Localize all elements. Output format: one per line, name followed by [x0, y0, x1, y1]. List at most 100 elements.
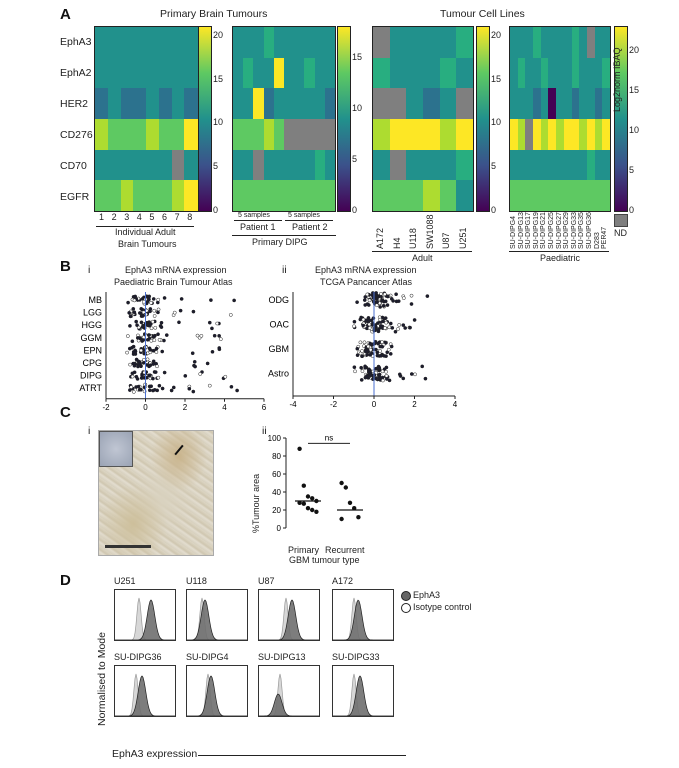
- heatmap-cell: [556, 149, 565, 181]
- data-point: [157, 337, 162, 342]
- panel-b-letter: B: [60, 258, 71, 275]
- heatmap-cell: [107, 180, 121, 212]
- panel-b-i-title-1: EphA3 mRNA expression: [125, 265, 227, 275]
- heatmap-cell: [304, 119, 316, 151]
- adult-tumour-number: 3: [124, 212, 130, 222]
- heatmap-cell: [533, 88, 542, 120]
- data-point: [132, 310, 137, 315]
- heatmap-cell: [571, 88, 580, 120]
- heatmap-cell: [120, 88, 134, 120]
- data-point: [374, 347, 378, 352]
- heatmap-cell: [439, 27, 457, 59]
- data-point: [352, 365, 357, 370]
- heatmap-cell: [304, 88, 316, 120]
- colorbar-tick: 5: [491, 161, 497, 172]
- data-point: [191, 389, 196, 394]
- adult-bracket: [96, 226, 194, 227]
- heatmap-cell: [571, 149, 580, 181]
- heatmap-cell: [548, 88, 557, 120]
- data-point: [305, 506, 311, 511]
- data-point: [156, 297, 161, 302]
- heatmap-cell: [273, 57, 285, 89]
- heatmap-cell: [533, 57, 542, 89]
- data-point: [359, 378, 364, 382]
- data-point: [156, 375, 161, 380]
- legend-isotype-swatch: [401, 603, 411, 613]
- patient2-samples: 5 samples: [288, 212, 320, 219]
- heatmap-cell: [233, 88, 244, 120]
- heatmap-cell: [533, 27, 542, 59]
- data-point: [314, 509, 319, 514]
- heatmap-cell: [233, 180, 244, 212]
- heatmap-cell: [602, 88, 611, 120]
- heatmap-cell: [273, 88, 285, 120]
- heatmap-cell: [517, 88, 526, 120]
- heatmap-cell: [133, 149, 147, 181]
- data-point: [149, 384, 154, 389]
- y-tick-label: 0: [277, 524, 282, 532]
- data-point: [218, 337, 223, 342]
- heatmap-cell: [243, 149, 254, 181]
- data-point: [152, 387, 157, 392]
- category-label: GGM: [81, 333, 103, 343]
- colorbar-tick: 5: [352, 153, 358, 164]
- heatmap-cell: [373, 119, 391, 151]
- data-point: [156, 332, 160, 337]
- heatmap-cell: [548, 119, 557, 151]
- heatmap-cell: [263, 57, 275, 89]
- heatmap-cell: [571, 57, 580, 89]
- paed-cell-line-label: SU-DIPG25: [548, 212, 555, 249]
- heatmap-cell: [146, 88, 160, 120]
- heatmap-cell: [423, 149, 441, 181]
- category-label: EPN: [83, 345, 102, 355]
- heatmap-cell: [184, 88, 198, 120]
- data-point: [383, 299, 388, 304]
- data-point: [153, 325, 158, 330]
- x-tick-label: 2: [412, 400, 417, 409]
- ihc-inset: [99, 431, 133, 467]
- paed-cell-line-label: SU-DIPG4: [510, 215, 517, 249]
- heatmap-cell: [540, 119, 549, 151]
- data-point: [145, 357, 150, 362]
- heatmap-cell: [263, 88, 275, 120]
- data-point: [152, 334, 157, 339]
- colorbar-tick: 20: [629, 45, 640, 55]
- adult-tumour-number: 5: [149, 212, 155, 222]
- data-point: [229, 384, 234, 389]
- category-label: ODG: [268, 295, 289, 305]
- data-point: [147, 297, 151, 302]
- data-point: [153, 370, 158, 374]
- heatmap-cell: [439, 149, 457, 181]
- data-point: [367, 298, 372, 303]
- data-point: [132, 298, 137, 303]
- heatmap-cell: [594, 27, 603, 59]
- data-point: [381, 303, 386, 308]
- adult-cell-line-label: U87: [441, 232, 451, 249]
- data-point: [128, 362, 132, 367]
- paed-cell-line-label: SU-DIPG29: [563, 212, 571, 249]
- heatmap-cell: [324, 149, 336, 181]
- colorbar-tick: 0: [491, 205, 497, 215]
- heatmap-cell: [556, 57, 565, 89]
- data-point: [389, 297, 394, 301]
- paed-group-label: Paediatric: [540, 253, 581, 263]
- heatmap-cell: [602, 119, 611, 151]
- data-point: [382, 354, 387, 358]
- heatmap-cell: [556, 180, 565, 212]
- data-point: [363, 364, 367, 369]
- heatmap-cell: [284, 88, 295, 120]
- heatmap-cell: [243, 27, 254, 59]
- heatmap-cell: [517, 27, 526, 59]
- data-point: [409, 372, 414, 376]
- heatmap-cell: [314, 149, 326, 181]
- heatmap-cell: [158, 180, 172, 212]
- heatmap-cell: [439, 180, 457, 212]
- data-point: [162, 296, 167, 300]
- category-label: ATRT: [79, 383, 102, 393]
- primary-brain-tumours-title: Primary Brain Tumours: [160, 8, 268, 20]
- heatmap-cell: [586, 180, 596, 212]
- heatmap-cell: [389, 27, 407, 59]
- heatmap-cell: [146, 149, 160, 181]
- adult-tumour-number: 4: [136, 212, 142, 222]
